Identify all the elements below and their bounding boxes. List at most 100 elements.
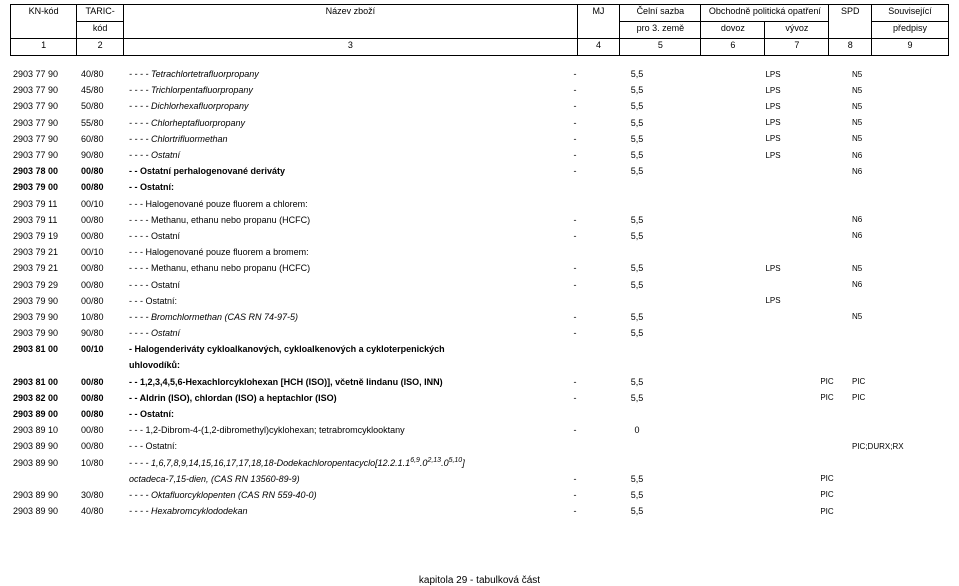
cell: 2903 77 90 xyxy=(10,85,78,95)
cell: - xyxy=(553,377,597,387)
footer: kapitola 29 - tabulková část xyxy=(0,575,959,586)
cell: 5,5 xyxy=(597,312,677,322)
hdr-n7: 7 xyxy=(765,39,829,56)
hdr-obch: Obchodně politická opatření xyxy=(701,5,829,22)
cell: 5,5 xyxy=(597,490,677,500)
cell: 00/80 xyxy=(78,182,126,192)
table-row: 2903 79 2900/80- - - - Ostatní-5,5N6 xyxy=(10,276,949,292)
table-row: octadeca-7,15-dien, (CAS RN 13560-89-9)-… xyxy=(10,471,949,487)
cell: 00/80 xyxy=(78,280,126,290)
cell: 10/80 xyxy=(78,458,126,468)
cell: PIC xyxy=(805,474,849,483)
cell: 60/80 xyxy=(78,134,126,144)
table-row: 2903 79 9010/80- - - - Bromchlormethan (… xyxy=(10,309,949,325)
table-row: 2903 79 1900/80- - - - Ostatní-5,5 N6 xyxy=(10,228,949,244)
hdr-n8: 8 xyxy=(829,39,872,56)
table-row: 2903 82 0000/80- - Aldrin (ISO), chlorda… xyxy=(10,390,949,406)
cell: 00/80 xyxy=(78,409,126,419)
table-row: 2903 77 9090/80- - - - Ostatní-5,5LPSN6 xyxy=(10,147,949,163)
cell: - - Ostatní: xyxy=(126,409,553,419)
cell: 2903 89 00 xyxy=(10,409,78,419)
cell: - - - - Ostatní xyxy=(126,328,553,338)
hdr-n9: 9 xyxy=(872,39,949,56)
cell: 2903 78 00 xyxy=(10,166,78,176)
table-row: uhlovodíků: xyxy=(10,357,949,373)
body-rows: 2903 77 9040/80- - - - Tetrachlortetrafl… xyxy=(0,66,959,519)
cell: 2903 79 21 xyxy=(10,263,78,273)
cell: octadeca-7,15-dien, (CAS RN 13560-89-9) xyxy=(126,474,553,484)
cell: - - Aldrin (ISO), chlordan (ISO) a hepta… xyxy=(126,393,553,403)
cell: 2903 79 90 xyxy=(10,296,78,306)
cell: - xyxy=(553,101,597,111)
cell: N5 xyxy=(849,264,925,273)
hdr-kn: KN-kód xyxy=(11,5,77,39)
cell: 5,5 xyxy=(597,166,677,176)
hdr-dovoz: dovoz xyxy=(701,22,765,39)
cell: 00/80 xyxy=(78,231,126,241)
cell: - - - - Chlorheptafluorpropany xyxy=(126,118,553,128)
table-row: 2903 79 2100/10- - - Halogenované pouze … xyxy=(10,244,949,260)
hdr-taric1: TARIC- xyxy=(77,5,124,22)
cell: 40/80 xyxy=(78,69,126,79)
table-row: 2903 89 9040/80- - - - Hexabromcyklodode… xyxy=(10,503,949,519)
hdr-nazev: Název zboží xyxy=(124,5,578,39)
cell: 00/80 xyxy=(78,263,126,273)
cell: 5,5 xyxy=(597,280,677,290)
cell: uhlovodíků: xyxy=(126,360,553,370)
cell: - - - - Tetrachlortetrafluorpropany xyxy=(126,69,553,79)
cell: N6 xyxy=(849,215,925,224)
cell: - - - - Ostatní xyxy=(126,150,553,160)
table-row: 2903 79 1100/80- - - - Methanu, ethanu n… xyxy=(10,212,949,228)
cell: 5,5 xyxy=(597,506,677,516)
cell: 5,5 xyxy=(597,118,677,128)
cell: LPS xyxy=(741,296,805,305)
cell: - - - Halogenované pouze fluorem a brome… xyxy=(126,247,553,257)
cell: 2903 79 00 xyxy=(10,182,78,192)
hdr-n1: 1 xyxy=(11,39,77,56)
table-row: 2903 89 9010/80- - - - 1,6,7,8,9,14,15,1… xyxy=(10,455,949,471)
cell: 5,5 xyxy=(597,377,677,387)
cell: 00/80 xyxy=(78,393,126,403)
hdr-cs1: Čelní sazba xyxy=(620,5,701,22)
cell: 2903 79 11 xyxy=(10,199,78,209)
cell: PIC xyxy=(805,377,849,386)
cell: - - - Ostatní: xyxy=(126,441,553,451)
cell: 00/80 xyxy=(78,215,126,225)
cell: PIC xyxy=(849,393,925,402)
hdr-spd: SPD xyxy=(829,5,872,39)
cell: 5,5 xyxy=(597,231,677,241)
table-row: 2903 89 0000/80- - Ostatní: xyxy=(10,406,949,422)
hdr-n3: 3 xyxy=(124,39,578,56)
cell: N5 xyxy=(849,134,925,143)
cell: 2903 79 90 xyxy=(10,312,78,322)
cell: - - 1,2,3,4,5,6-Hexachlorcyklohexan [HCH… xyxy=(126,377,553,387)
cell: - - - - 1,6,7,8,9,14,15,16,17,17,18,18-D… xyxy=(126,457,553,468)
cell: 2903 79 90 xyxy=(10,328,78,338)
table-row: 2903 78 0000/80- - Ostatní perhalogenova… xyxy=(10,163,949,179)
cell: 00/10 xyxy=(78,344,126,354)
cell: 5,5 xyxy=(597,85,677,95)
cell: 2903 81 00 xyxy=(10,344,78,354)
cell: 00/80 xyxy=(78,441,126,451)
cell: - xyxy=(553,231,597,241)
cell: PIC xyxy=(849,377,925,386)
cell: - - - 1,2-Dibrom-4-(1,2-dibromethyl)cykl… xyxy=(126,425,553,435)
hdr-vyvoz: vývoz xyxy=(765,22,829,39)
cell: N6 xyxy=(849,231,925,240)
cell: 5,5 xyxy=(597,393,677,403)
page: KN-kód TARIC- Název zboží MJ Čelní sazba… xyxy=(0,4,959,586)
cell: - - - Ostatní: xyxy=(126,296,553,306)
cell: 00/10 xyxy=(78,247,126,257)
cell: PIC;DURX;RX xyxy=(849,442,925,451)
cell: - - - Halogenované pouze fluorem a chlor… xyxy=(126,199,553,209)
cell: - - - - Hexabromcyklododekan xyxy=(126,506,553,516)
table-row: 2903 79 1100/10- - - Halogenované pouze … xyxy=(10,196,949,212)
cell: 2903 89 90 xyxy=(10,458,78,468)
cell: 2903 79 19 xyxy=(10,231,78,241)
cell: - - - - Bromchlormethan (CAS RN 74-97-5) xyxy=(126,312,553,322)
cell: - - - - Ostatní xyxy=(126,231,553,241)
table-row: 2903 77 9060/80- - - - Chlortrifluormeth… xyxy=(10,131,949,147)
cell: 5,5 xyxy=(597,134,677,144)
cell: PIC xyxy=(805,490,849,499)
cell: - - - - Chlortrifluormethan xyxy=(126,134,553,144)
